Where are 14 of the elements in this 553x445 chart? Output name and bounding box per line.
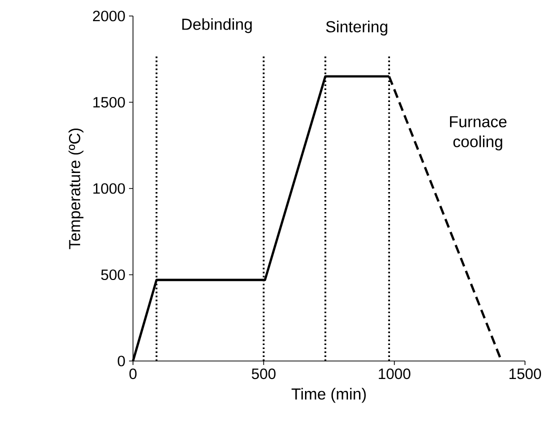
annotation: Furnace cooling [450,116,506,150]
y-tick-label: 2000 [93,10,125,22]
x-axis-title: Time (min) [292,388,366,403]
x-tick-label: 0 [129,368,137,380]
x-tick-label: 1500 [510,368,542,380]
x-tick-label: 500 [252,368,276,380]
y-tick-label: 1500 [93,96,125,108]
y-tick-label: 1000 [93,183,125,194]
y-tick-label: 0 [118,356,125,366]
y-tick-label: 500 [101,269,125,280]
x-tick-label: 1000 [378,368,410,380]
annotation: Sintering [326,20,388,36]
y-axis-title: Temperature (ºC) [68,128,84,250]
annotation: Debinding [182,18,252,34]
